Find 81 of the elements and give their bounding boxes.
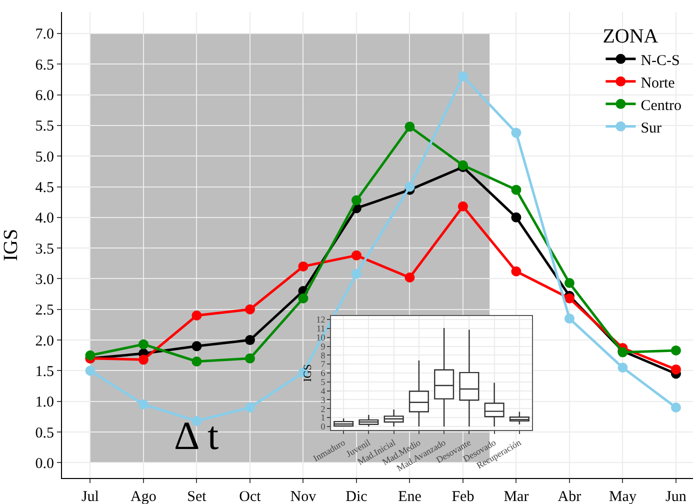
y-tick-label: 1.5 <box>35 364 54 380</box>
point <box>564 314 574 324</box>
point <box>458 71 468 82</box>
point <box>298 261 308 272</box>
point <box>298 293 308 304</box>
y-tick-label: 0 <box>320 422 326 432</box>
point <box>351 250 362 260</box>
y-tick-label: 6 <box>320 368 326 378</box>
x-tick-label: Nov <box>290 489 317 504</box>
y-tick-label: 3 <box>320 394 326 405</box>
point <box>404 122 415 132</box>
point <box>458 201 468 212</box>
y-tick-label: 7 <box>320 359 326 370</box>
y-tick-label: 1 <box>320 412 326 423</box>
y-tick-label: 4.5 <box>35 180 54 196</box>
y-tick-label: 12 <box>316 314 326 325</box>
point <box>404 272 415 282</box>
x-tick-label: Abr <box>558 489 582 504</box>
legend-label: Norte <box>640 75 676 92</box>
y-tick-label: 3.5 <box>35 241 54 258</box>
y-tick-label: 5 <box>320 377 326 388</box>
point <box>404 182 415 192</box>
point <box>670 364 681 374</box>
legend-label: Sur <box>640 120 662 136</box>
x-tick-label: Mar <box>504 489 529 504</box>
point <box>138 399 148 410</box>
y-tick-label: 5.0 <box>35 149 54 166</box>
y-tick-label: 2.0 <box>35 333 54 350</box>
point <box>244 353 255 364</box>
x-tick-label: Ene <box>398 489 422 504</box>
legend-label: N-C-S <box>640 52 680 69</box>
x-tick-label: Dic <box>346 489 368 504</box>
x-tick-label: Jun <box>666 489 687 504</box>
x-tick-label: Set <box>187 489 208 504</box>
y-tick-label: 6.0 <box>35 88 54 104</box>
y-tick-label: 4.0 <box>35 210 54 227</box>
y-tick-label: 4 <box>320 386 326 396</box>
y-axis-title: IGS <box>302 364 314 382</box>
point <box>351 195 362 206</box>
point <box>511 128 522 138</box>
point <box>192 341 202 352</box>
x-tick-label: Oct <box>239 489 262 504</box>
y-tick-label: 0.5 <box>35 425 54 442</box>
point <box>670 345 681 356</box>
y-tick-label: 2.5 <box>35 302 54 319</box>
y-tick-label: 3.0 <box>35 272 54 288</box>
y-tick-label: 0.0 <box>35 456 54 472</box>
point <box>85 350 96 360</box>
point <box>351 268 362 279</box>
y-tick-label: 8 <box>320 350 326 360</box>
point <box>138 354 148 365</box>
y-tick-label: 10 <box>316 332 326 343</box>
point <box>511 266 522 276</box>
point <box>244 304 255 314</box>
legend-title: ZONA <box>602 26 659 48</box>
y-tick-label: 1.0 <box>35 394 54 411</box>
legend-label: Centro <box>640 98 682 114</box>
y-axis-title: IGS <box>0 228 22 262</box>
point <box>138 339 148 350</box>
point <box>85 366 96 376</box>
point <box>192 310 202 321</box>
point <box>618 362 628 373</box>
y-tick-label: 2 <box>320 404 326 414</box>
x-tick-label: Ago <box>130 489 156 504</box>
x-tick-label: Jul <box>81 489 99 504</box>
point <box>564 278 574 288</box>
point <box>564 293 574 304</box>
annotation: Δ t <box>174 413 219 458</box>
point <box>670 402 681 412</box>
x-tick-label: May <box>608 489 637 504</box>
y-tick-label: 11 <box>316 324 326 334</box>
y-tick-label: 9 <box>320 341 326 352</box>
point <box>511 184 522 195</box>
y-tick-label: 7.0 <box>35 26 54 43</box>
x-tick-label: Feb <box>452 489 474 504</box>
point <box>244 402 255 412</box>
y-tick-label: 5.5 <box>35 118 54 135</box>
point <box>192 356 202 366</box>
point <box>511 212 522 222</box>
y-tick-label: 6.5 <box>35 57 54 74</box>
point <box>244 335 255 346</box>
